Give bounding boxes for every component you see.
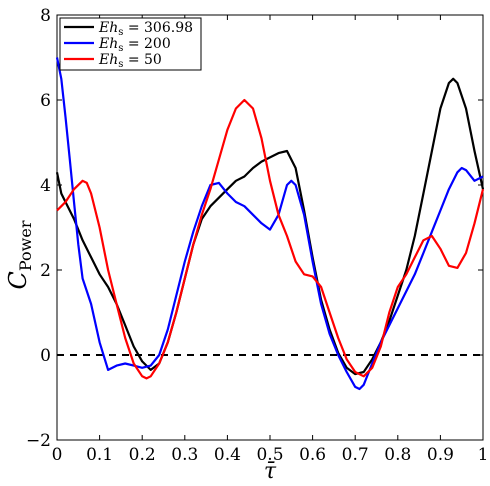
y-tick-label: 2: [40, 261, 51, 281]
legend-label-1: Ehs = 200: [98, 36, 171, 54]
y-tick-label: 0: [40, 346, 51, 366]
x-tick-label: 0.1: [86, 445, 113, 465]
x-tick-label: 0: [52, 445, 63, 465]
x-tick-label: 0.2: [129, 445, 156, 465]
x-tick-label: 0.8: [384, 445, 411, 465]
x-tick-label: 0.3: [171, 445, 198, 465]
series-line-2: [56, 98, 485, 380]
x-tick-label: 1: [478, 445, 489, 465]
x-tick-label: 0.6: [299, 445, 326, 465]
series-lines: [55, 57, 485, 391]
y-tick-label: 4: [40, 176, 51, 196]
legend-label-0: Ehs = 306.98: [98, 20, 193, 38]
legend-label-2: Ehs = 50: [98, 52, 162, 70]
y-tick-label: 6: [40, 91, 51, 111]
x-tick-label: 0.5: [256, 445, 283, 465]
x-axis-label: τ̄: [264, 459, 277, 484]
series-line-0: [55, 77, 485, 376]
x-tick-label: 0.7: [342, 445, 369, 465]
x-tick-label: 0.9: [427, 445, 454, 465]
y-tick-label: 8: [40, 6, 51, 26]
y-tick-label: −2: [26, 431, 51, 451]
x-tick-label: 0.4: [214, 445, 241, 465]
series-line-1: [55, 57, 484, 391]
y-axis-label: CPower: [4, 220, 35, 289]
